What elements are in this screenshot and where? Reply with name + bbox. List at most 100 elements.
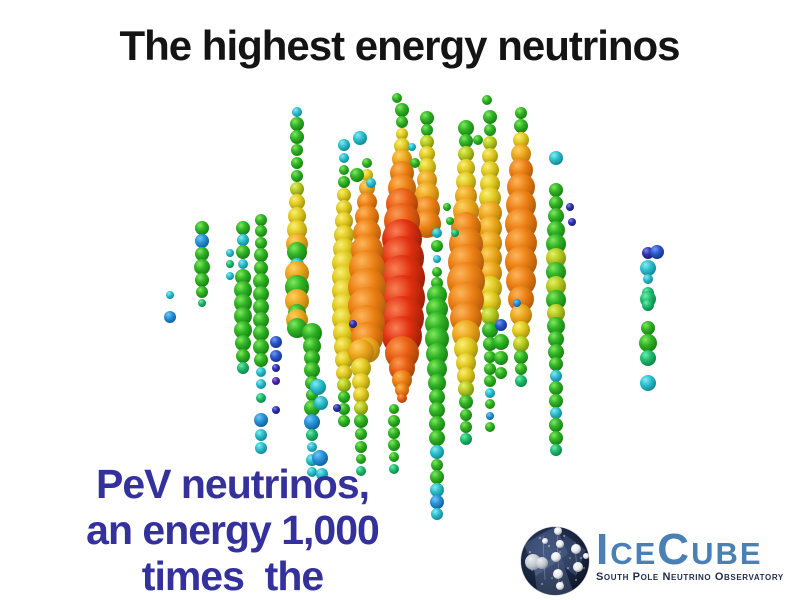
dom-hit-sphere bbox=[482, 95, 492, 105]
dom-hit-sphere bbox=[304, 350, 320, 366]
dom-hit-sphere bbox=[433, 255, 441, 263]
dom-hit-sphere bbox=[513, 336, 529, 352]
dom-hit-sphere bbox=[430, 483, 444, 497]
dom-hit-sphere bbox=[642, 299, 654, 311]
dom-hit-sphere bbox=[396, 128, 408, 140]
dom-hit-sphere bbox=[512, 321, 530, 339]
dom-hit-sphere bbox=[514, 350, 528, 364]
dom-hit-sphere bbox=[353, 131, 367, 145]
dom-hit-sphere bbox=[255, 429, 267, 441]
dom-hit-sphere bbox=[395, 103, 409, 117]
dom-hit-sphere bbox=[513, 299, 521, 307]
dom-hit-sphere bbox=[495, 367, 507, 379]
dom-hit-sphere bbox=[234, 281, 252, 299]
dom-hit-sphere bbox=[549, 357, 563, 371]
dom-hit-sphere bbox=[566, 203, 574, 211]
icecube-logo: IceCube South Pole Neutrino Observatory bbox=[516, 524, 799, 600]
dom-hit-sphere bbox=[338, 176, 350, 188]
dom-hit-sphere bbox=[307, 467, 317, 477]
dom-hit-sphere bbox=[253, 299, 269, 315]
dom-hit-sphere bbox=[457, 159, 475, 177]
dom-hit-sphere bbox=[336, 200, 352, 216]
dom-hit-sphere bbox=[430, 445, 444, 459]
dom-hit-sphere bbox=[349, 320, 357, 328]
dom-hit-sphere bbox=[288, 207, 306, 225]
dom-hit-sphere bbox=[356, 454, 366, 464]
dom-hit-sphere bbox=[549, 183, 563, 197]
dom-hit-sphere bbox=[348, 339, 374, 365]
dom-hit-sphere bbox=[292, 107, 302, 117]
dom-hit-sphere bbox=[484, 363, 496, 375]
dom-hit-sphere bbox=[460, 433, 472, 445]
dom-hit-sphere bbox=[548, 208, 564, 224]
dom-hit-sphere bbox=[494, 351, 508, 365]
dom-hit-sphere bbox=[640, 260, 656, 276]
dom-hit-sphere bbox=[307, 442, 317, 452]
dom-hit-sphere bbox=[272, 364, 280, 372]
dom-hit-sphere bbox=[272, 406, 280, 414]
dom-hit-sphere bbox=[550, 370, 562, 382]
dom-hit-sphere bbox=[514, 119, 528, 133]
dom-hit-sphere bbox=[270, 350, 282, 362]
dom-hit-sphere bbox=[420, 135, 434, 149]
dom-hit-sphere bbox=[485, 399, 495, 409]
dom-hit-sphere bbox=[350, 168, 364, 182]
dom-hit-sphere bbox=[482, 148, 498, 164]
dom-hit-sphere bbox=[291, 170, 303, 182]
icecube-globe-icon bbox=[520, 526, 590, 596]
dom-hit-sphere bbox=[408, 143, 416, 151]
caption-line-3: times the bbox=[141, 553, 324, 599]
dom-hit-sphere bbox=[513, 132, 529, 148]
dom-hit-sphere bbox=[255, 237, 267, 249]
dom-hit-sphere bbox=[546, 290, 566, 310]
dom-hit-sphere bbox=[303, 337, 321, 355]
dom-hit-sphere bbox=[548, 344, 564, 360]
dom-hit-sphere bbox=[511, 144, 531, 164]
dom-hit-sphere bbox=[314, 396, 328, 410]
dom-hit-sphere bbox=[451, 229, 459, 237]
dom-hit-sphere bbox=[429, 389, 445, 405]
dom-hit-sphere bbox=[421, 124, 433, 136]
dom-hit-sphere bbox=[333, 404, 341, 412]
dom-hit-sphere bbox=[234, 307, 252, 325]
dom-hit-sphere bbox=[237, 362, 249, 374]
dom-hit-sphere bbox=[460, 409, 472, 421]
dom-hit-sphere bbox=[410, 158, 420, 168]
dom-hit-sphere bbox=[333, 322, 355, 344]
dom-hit-sphere bbox=[338, 415, 350, 427]
dom-hit-sphere bbox=[253, 325, 269, 341]
dom-hit-sphere bbox=[395, 383, 409, 397]
dom-hit-sphere bbox=[234, 294, 252, 312]
icecube-logo-name: IceCube bbox=[596, 525, 763, 574]
dom-hit-sphere bbox=[196, 286, 208, 298]
dom-hit-sphere bbox=[361, 169, 373, 181]
dom-hit-sphere bbox=[356, 466, 366, 476]
dom-hit-sphere bbox=[549, 151, 563, 165]
dom-hit-sphere bbox=[337, 188, 351, 202]
dom-hit-sphere bbox=[290, 117, 304, 131]
dom-hit-sphere bbox=[255, 225, 267, 237]
icecube-logo-subtitle: South Pole Neutrino Observatory bbox=[596, 571, 784, 583]
caption-line-1: PeV neutrinos, bbox=[95, 461, 370, 507]
dom-hit-sphere bbox=[420, 111, 434, 125]
dom-hit-sphere bbox=[458, 146, 474, 162]
caption-line-2: an energy 1,000 bbox=[86, 507, 380, 553]
dom-hit-sphere bbox=[164, 311, 176, 323]
dom-hit-sphere bbox=[312, 450, 328, 466]
dom-hit-sphere bbox=[355, 428, 367, 440]
dom-hit-sphere bbox=[549, 196, 563, 210]
dom-hit-sphere bbox=[302, 323, 322, 343]
dom-hit-sphere bbox=[338, 139, 350, 151]
dom-hit-sphere bbox=[270, 336, 282, 348]
dom-hit-sphere bbox=[290, 130, 304, 144]
dom-hit-sphere bbox=[396, 116, 408, 128]
dom-hit-sphere bbox=[549, 418, 563, 432]
dom-hit-sphere bbox=[234, 321, 252, 339]
dom-hit-sphere bbox=[291, 157, 303, 169]
dom-hit-sphere bbox=[287, 242, 307, 262]
slide-title: The highest energy neutrinos bbox=[119, 22, 680, 69]
dom-hit-sphere bbox=[431, 459, 443, 471]
dom-hit-sphere bbox=[338, 403, 350, 415]
dom-hit-sphere bbox=[256, 393, 266, 403]
dom-hit-sphere bbox=[495, 319, 507, 331]
